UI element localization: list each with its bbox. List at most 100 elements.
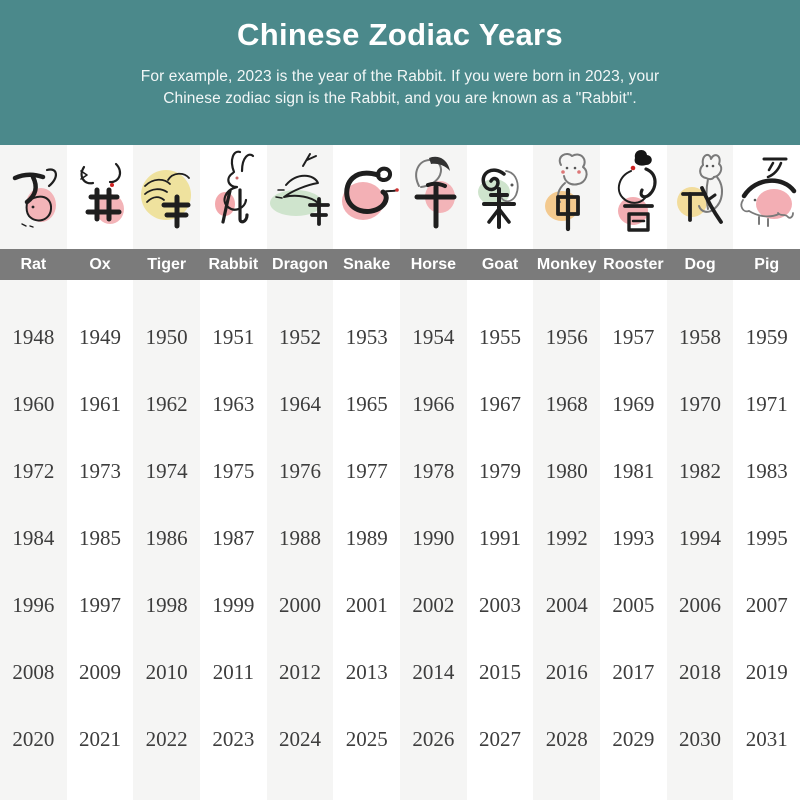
year-cell: 2005 bbox=[612, 593, 655, 617]
year-cell: 1971 bbox=[745, 392, 788, 416]
year-cell: 1958 bbox=[679, 325, 722, 349]
year-cell: 1989 bbox=[345, 526, 388, 550]
year-cell: 1978 bbox=[412, 459, 455, 483]
tiger-calligraphy-icon bbox=[133, 145, 201, 249]
year-cell: 2006 bbox=[679, 593, 722, 617]
column-header-pig: Pig bbox=[754, 255, 780, 273]
year-cell: 1976 bbox=[279, 459, 322, 483]
column-header-dog: Dog bbox=[684, 255, 716, 273]
year-cell: 1987 bbox=[212, 526, 255, 550]
year-cell: 1990 bbox=[412, 526, 455, 550]
year-cell: 1982 bbox=[679, 459, 722, 483]
year-column-tiger: 1950 1962 1974 1986 1998 2010 2022 bbox=[133, 280, 201, 800]
column-header-rat: Rat bbox=[20, 255, 47, 273]
year-cell: 1956 bbox=[545, 325, 588, 349]
year-cell: 1959 bbox=[745, 325, 788, 349]
year-cell: 1967 bbox=[479, 392, 522, 416]
year-cell: 2023 bbox=[212, 727, 255, 751]
year-cell: 2030 bbox=[679, 727, 722, 751]
year-cell: 2031 bbox=[745, 727, 788, 751]
rat-calligraphy-icon bbox=[0, 145, 67, 249]
goat-calligraphy-icon bbox=[467, 145, 534, 249]
year-cell: 2001 bbox=[345, 593, 388, 617]
year-cell: 1948 bbox=[12, 325, 55, 349]
year-column-snake: 1953 1965 1977 1989 2001 2013 2025 bbox=[333, 280, 400, 800]
year-column-ox: 1949 1961 1973 1985 1997 2009 2021 bbox=[67, 280, 134, 800]
year-column-rabbit: 1951 1963 1975 1987 1999 2011 2023 bbox=[200, 280, 267, 800]
column-header-rabbit: Rabbit bbox=[208, 255, 259, 273]
year-column-goat: 1955 1967 1979 1991 2003 2015 2027 bbox=[467, 280, 534, 800]
zodiac-name-bar: Rat Ox Tiger Rabbit Dragon Snake Horse Goat Monk… bbox=[0, 249, 800, 280]
year-cell: 1983 bbox=[745, 459, 788, 483]
year-cell: 2018 bbox=[679, 660, 722, 684]
year-column-rat: 1948 1960 1972 1984 1996 2008 2020 bbox=[0, 280, 67, 800]
year-cell: 1999 bbox=[212, 593, 255, 617]
year-cell: 1968 bbox=[545, 392, 588, 416]
zodiac-icon-row bbox=[0, 145, 800, 249]
column-header-snake: Snake bbox=[343, 255, 391, 273]
page-title: Chinese Zodiac Years bbox=[237, 17, 563, 52]
zodiac-years-grid: 1948 1960 1972 1984 1996 2008 2020 1949 1961 1973… bbox=[0, 280, 800, 800]
year-cell: 2010 bbox=[145, 660, 188, 684]
year-cell: 2022 bbox=[145, 727, 188, 751]
year-cell: 1986 bbox=[145, 526, 188, 550]
year-cell: 2002 bbox=[412, 593, 455, 617]
year-cell: 2003 bbox=[479, 593, 522, 617]
year-cell: 1970 bbox=[679, 392, 722, 416]
year-cell: 2027 bbox=[479, 727, 522, 751]
year-cell: 1992 bbox=[545, 526, 588, 550]
year-cell: 1997 bbox=[79, 593, 121, 617]
monkey-calligraphy-icon bbox=[533, 145, 601, 249]
year-cell: 1966 bbox=[412, 392, 455, 416]
year-cell: 1960 bbox=[12, 392, 55, 416]
year-cell: 1988 bbox=[279, 526, 322, 550]
year-cell: 1998 bbox=[145, 593, 188, 617]
column-header-horse: Horse bbox=[410, 255, 457, 273]
year-cell: 1954 bbox=[412, 325, 455, 349]
year-cell: 1951 bbox=[212, 325, 255, 349]
column-header-monkey: Monkey bbox=[536, 255, 597, 273]
year-cell: 1965 bbox=[345, 392, 388, 416]
year-cell: 1953 bbox=[345, 325, 388, 349]
year-cell: 2029 bbox=[612, 727, 655, 751]
year-column-horse: 1954 1966 1978 1990 2002 2014 2026 bbox=[400, 280, 467, 800]
year-cell: 1955 bbox=[479, 325, 522, 349]
year-cell: 1952 bbox=[279, 325, 322, 349]
year-cell: 2009 bbox=[79, 660, 121, 684]
year-cell: 2011 bbox=[212, 660, 254, 684]
year-cell: 1950 bbox=[145, 325, 188, 349]
year-cell: 1949 bbox=[79, 325, 121, 349]
snake-calligraphy-icon bbox=[333, 145, 400, 249]
rooster-calligraphy-icon bbox=[600, 145, 667, 249]
year-cell: 2000 bbox=[279, 593, 322, 617]
column-header-goat: Goat bbox=[481, 255, 519, 273]
page-subtitle: For example, 2023 is the year of the Rab… bbox=[0, 66, 800, 110]
subtitle-line-2: Chinese zodiac sign is the Rabbit, and y… bbox=[163, 90, 637, 107]
year-cell: 2024 bbox=[279, 727, 322, 751]
column-header-ox: Ox bbox=[89, 255, 111, 273]
year-cell: 1980 bbox=[545, 459, 588, 483]
year-cell: 1969 bbox=[612, 392, 655, 416]
year-cell: 2015 bbox=[479, 660, 522, 684]
year-cell: 2012 bbox=[279, 660, 322, 684]
year-cell: 1985 bbox=[79, 526, 121, 550]
year-column-dragon: 1952 1964 1976 1988 2000 2012 2024 bbox=[266, 280, 334, 800]
year-cell: 2008 bbox=[12, 660, 55, 684]
year-cell: 2016 bbox=[545, 660, 588, 684]
year-cell: 1972 bbox=[12, 459, 55, 483]
horse-calligraphy-icon bbox=[400, 145, 467, 249]
year-cell: 1963 bbox=[212, 392, 255, 416]
year-cell: 1961 bbox=[79, 392, 121, 416]
year-cell: 1995 bbox=[745, 526, 788, 550]
year-cell: 2026 bbox=[412, 727, 455, 751]
year-cell: 1979 bbox=[479, 459, 522, 483]
year-cell: 1994 bbox=[679, 526, 722, 550]
year-column-dog: 1958 1970 1982 1994 2006 2018 2030 bbox=[666, 280, 734, 800]
year-cell: 2028 bbox=[545, 727, 588, 751]
year-cell: 2013 bbox=[345, 660, 388, 684]
rabbit-calligraphy-icon bbox=[200, 145, 267, 249]
dragon-calligraphy-icon bbox=[266, 145, 334, 249]
year-cell: 1975 bbox=[212, 459, 255, 483]
year-cell: 2007 bbox=[745, 593, 788, 617]
